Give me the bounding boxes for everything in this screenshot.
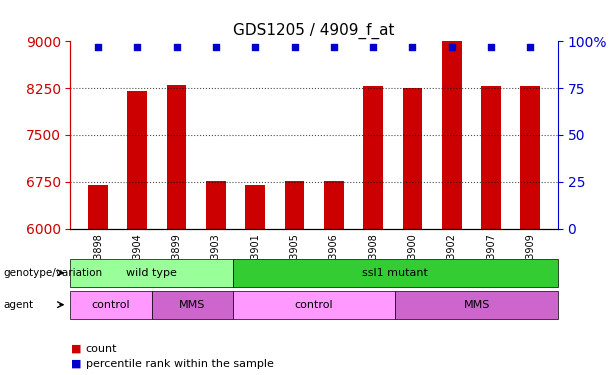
- Text: ■: ■: [70, 359, 81, 369]
- Text: ssl1 mutant: ssl1 mutant: [362, 268, 428, 278]
- Point: [93, 44, 103, 50]
- Text: control: control: [92, 300, 131, 310]
- Point: [132, 44, 142, 50]
- Point: [525, 44, 535, 50]
- Bar: [167, 85, 186, 229]
- Point: [368, 44, 378, 50]
- Point: [211, 44, 221, 50]
- Bar: [206, 181, 226, 229]
- Bar: [520, 86, 540, 229]
- Bar: [88, 185, 108, 229]
- Bar: [403, 88, 422, 229]
- Text: wild type: wild type: [126, 268, 177, 278]
- Point: [486, 44, 496, 50]
- Text: control: control: [295, 300, 333, 310]
- Point: [447, 44, 457, 50]
- Text: ■: ■: [70, 344, 81, 354]
- Bar: [324, 181, 344, 229]
- Bar: [245, 185, 265, 229]
- Bar: [481, 86, 501, 229]
- Text: MMS: MMS: [463, 300, 490, 310]
- Text: count: count: [86, 344, 117, 354]
- Point: [408, 44, 417, 50]
- Point: [329, 44, 339, 50]
- Text: agent: agent: [3, 300, 33, 310]
- Point: [289, 44, 299, 50]
- Point: [250, 44, 260, 50]
- Text: MMS: MMS: [179, 300, 205, 310]
- Text: genotype/variation: genotype/variation: [3, 268, 102, 278]
- Bar: [442, 13, 462, 229]
- Point: [172, 44, 181, 50]
- Bar: [364, 86, 383, 229]
- Bar: [128, 91, 147, 229]
- Bar: [284, 181, 304, 229]
- Title: GDS1205 / 4909_f_at: GDS1205 / 4909_f_at: [234, 22, 395, 39]
- Text: percentile rank within the sample: percentile rank within the sample: [86, 359, 273, 369]
